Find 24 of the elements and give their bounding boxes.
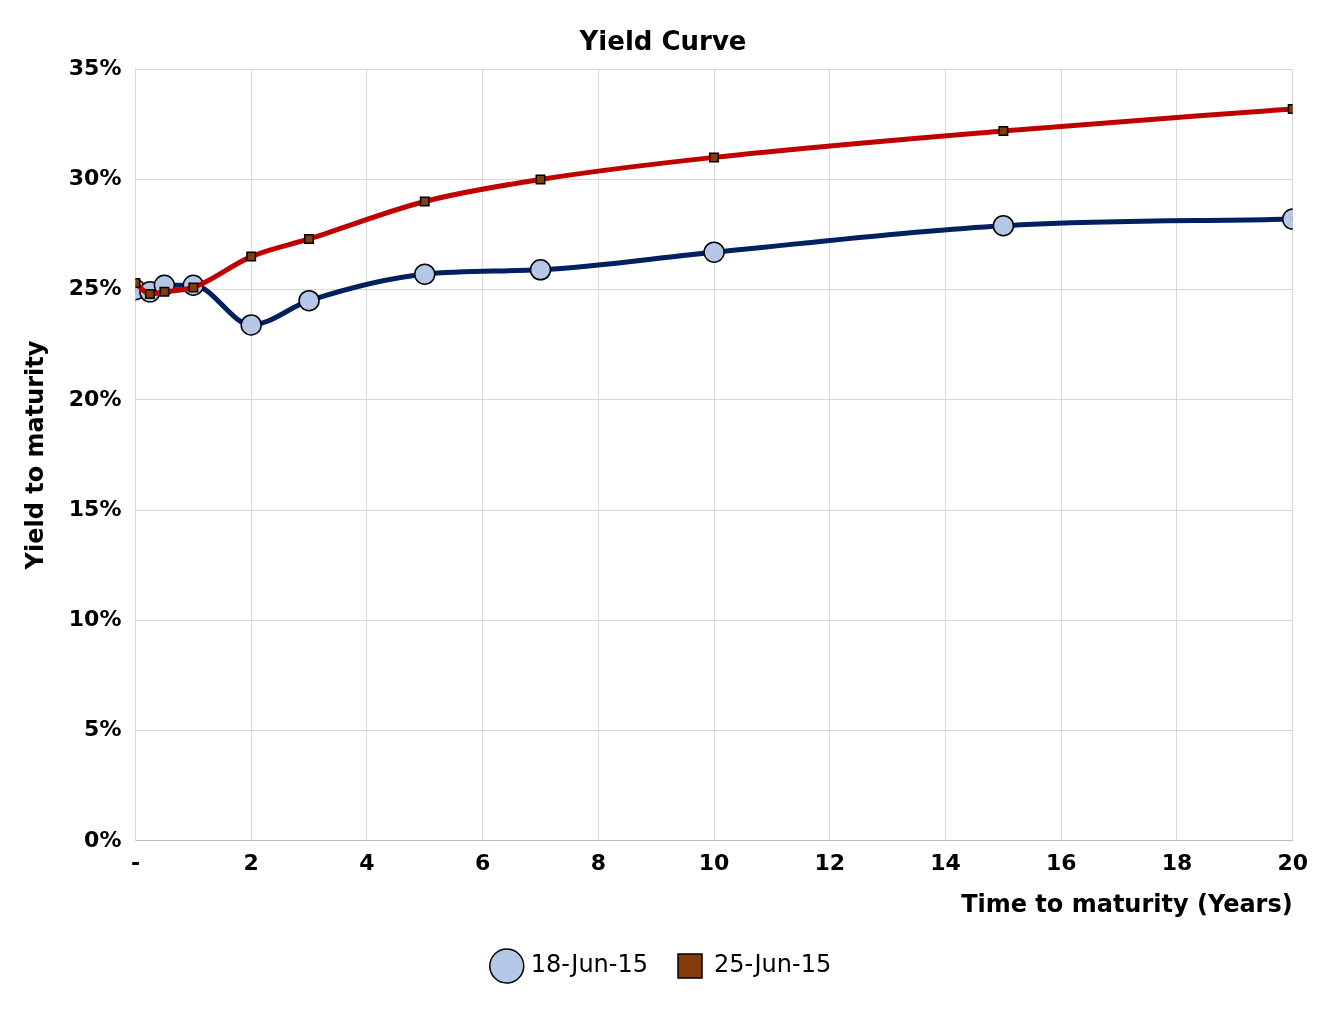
x-tick-label: 2 (243, 849, 259, 875)
x-tick-label: 8 (590, 849, 607, 875)
x-tick-label: 6 (474, 849, 491, 875)
legend-label: 18-Jun-15 (530, 950, 648, 979)
legend-label: 25-Jun-15 (714, 950, 832, 979)
y-tick-label: 10% (68, 606, 122, 632)
x-tick-label: 18 (1161, 849, 1193, 875)
y-tick-label: 25% (68, 275, 122, 301)
chart-title: Yield Curve (578, 26, 747, 57)
y-tick-label: 35% (68, 54, 122, 80)
x-axis-title: Time to maturity (Years) (961, 889, 1293, 918)
x-tick-label: 16 (1045, 849, 1077, 875)
x-tick-label: 10 (698, 849, 730, 875)
y-tick-label: 30% (68, 165, 122, 191)
y-tick-label: 15% (68, 495, 122, 521)
x-tick-label: 20 (1277, 849, 1308, 875)
x-tick-label: 12 (814, 849, 846, 875)
x-tick-label: 4 (359, 849, 375, 875)
y-axis-title: Yield to maturity (20, 340, 49, 571)
y-tick-label: 0% (84, 826, 122, 852)
y-tick-label: 5% (84, 716, 122, 742)
x-tick-label: 14 (930, 849, 961, 875)
y-tick-label: 20% (68, 385, 122, 411)
x-tick-label: - (130, 849, 141, 875)
